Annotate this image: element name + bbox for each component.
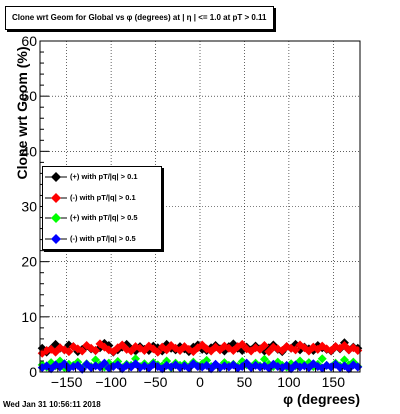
data-point: [153, 347, 163, 357]
legend-label: (+) with pT/|q| > 0.5: [70, 213, 138, 222]
chart-title: Clone wrt Geom for Global vs φ (degrees)…: [5, 6, 274, 30]
data-point: [122, 360, 132, 370]
legend-label: (-) with pT/|q| > 0.1: [70, 192, 136, 202]
data-point: [202, 355, 212, 365]
legend-label: (-) with pT/|q| > 0.5: [70, 233, 136, 243]
data-point: [99, 358, 109, 368]
data-point: [91, 345, 101, 355]
legend-entry: (+) with pT/|q| > 0.5: [43, 208, 161, 229]
x-tick-label: −150: [51, 374, 83, 390]
legend-entry: (-) with pT/|q| > 0.5: [43, 229, 161, 250]
data-point: [77, 346, 87, 356]
y-tick-label: 10: [21, 309, 37, 325]
x-tick-label: 0: [196, 374, 204, 390]
x-tick-label: −50: [144, 374, 168, 390]
x-tick-label: 100: [277, 374, 301, 390]
x-tick-label: 50: [237, 374, 253, 390]
y-tick-label: 60: [21, 33, 37, 49]
y-tick-label: 20: [21, 254, 37, 270]
data-point: [64, 347, 74, 357]
data-point: [91, 355, 101, 365]
y-tick-label: 50: [21, 88, 37, 104]
legend-marker-icon: [45, 172, 67, 182]
x-tick-label: 150: [322, 374, 346, 390]
legend-entry: (-) with pT/|q| > 0.1: [43, 188, 161, 209]
data-point: [291, 345, 301, 355]
data-point: [131, 354, 141, 364]
legend: (+) with pT/|q| > 0.1 (-) with pT/|q| > …: [42, 166, 162, 250]
y-tick-label: 40: [21, 143, 37, 159]
x-axis-label: φ (degrees): [283, 391, 360, 407]
legend-marker-icon: [45, 213, 67, 223]
data-point: [317, 354, 327, 364]
x-tick-label: −100: [95, 374, 127, 390]
data-point: [122, 344, 132, 354]
legend-label: (+) with pT/|q| > 0.1: [70, 172, 138, 181]
legend-entry: (+) with pT/|q| > 0.1: [43, 167, 161, 188]
legend-marker-icon: [45, 192, 67, 203]
data-point: [259, 354, 269, 364]
axis-tick-labels: −150 −100 −50 0 50 100 150 0 10 20 30 40 50 60: [21, 33, 345, 390]
y-tick-label: 0: [29, 364, 37, 380]
y-tick-label: 30: [21, 199, 37, 215]
legend-marker-icon: [45, 233, 67, 244]
timestamp: Wed Jan 31 10:56:11 2018: [3, 400, 101, 409]
data-point: [259, 341, 269, 351]
data-point: [339, 355, 349, 365]
y-axis-label: Clone wrt Geom (%): [14, 46, 30, 180]
axis-ticks: [39, 40, 361, 373]
